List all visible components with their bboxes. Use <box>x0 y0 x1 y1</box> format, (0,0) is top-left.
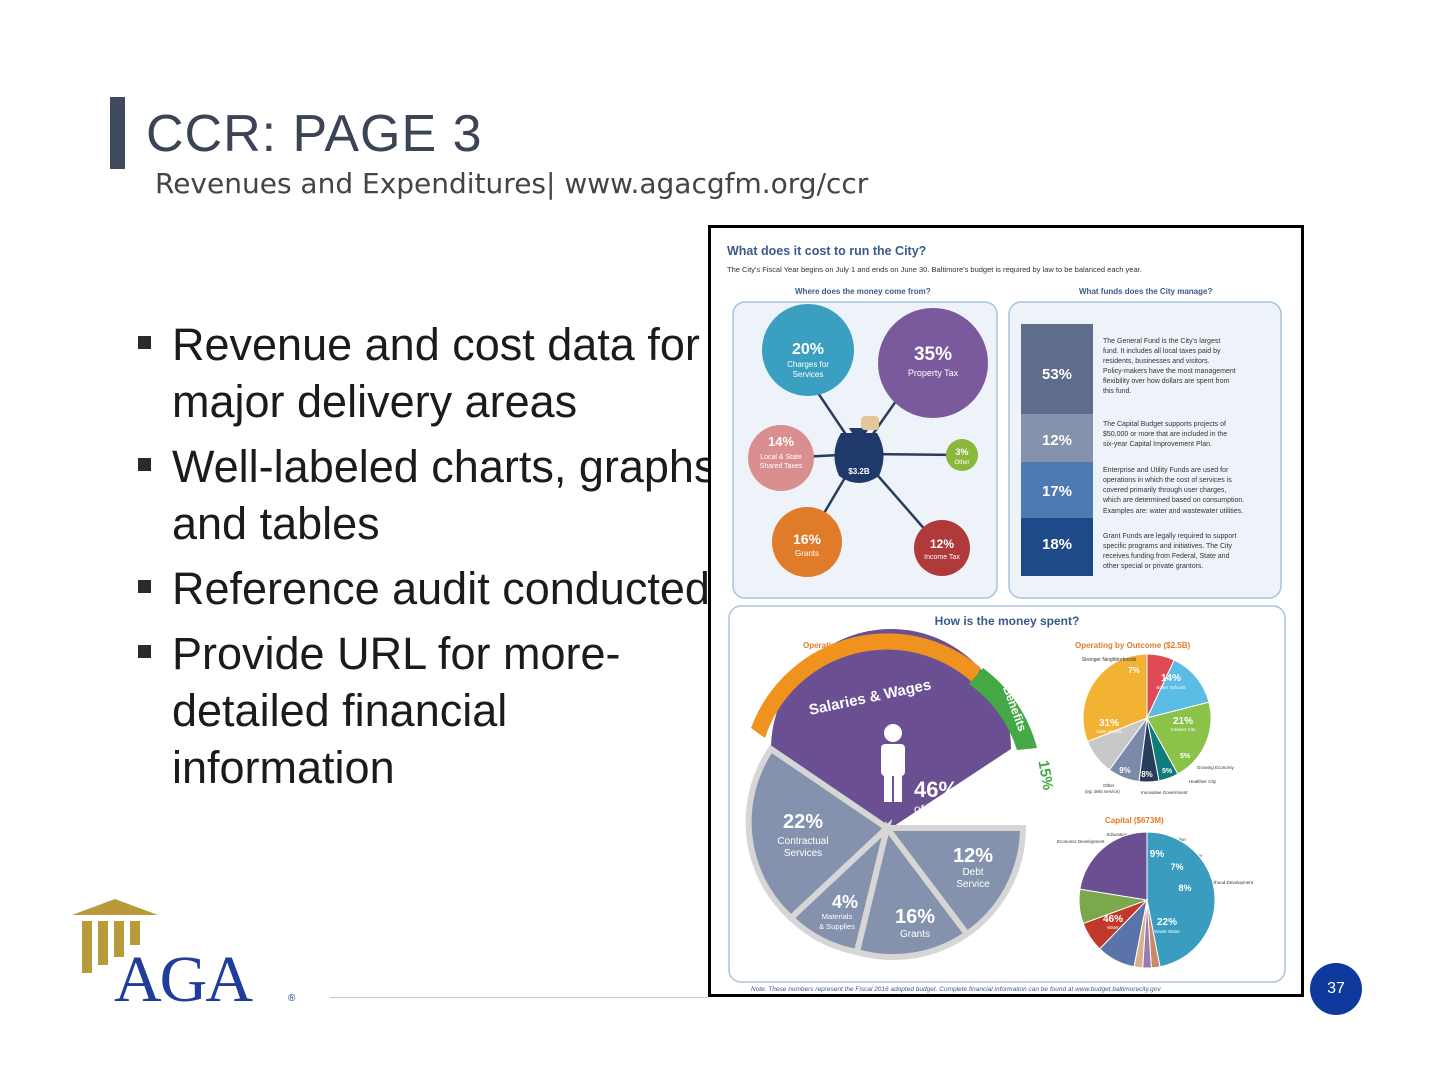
revenue-label: Charges for <box>787 360 829 369</box>
bullet-text: Well-labeled charts, graphs and tables <box>172 441 716 549</box>
outcome-label: Cleaner City <box>1171 727 1197 732</box>
outcome-pct: 5% <box>1162 768 1173 775</box>
expense-pct: 4% <box>832 892 858 912</box>
expense-label: Grants <box>900 929 930 940</box>
outcome-label: Stronger Neighborhoods <box>1082 657 1137 663</box>
outcome-pct: 9% <box>1119 766 1131 775</box>
revenue-label: Other <box>954 460 969 466</box>
outcome-label: Growing Economy <box>1197 765 1235 770</box>
revenue-pct: 14% <box>768 434 794 449</box>
expense-label: & Supplies <box>819 922 855 931</box>
slide-title: CCR: PAGE 3 <box>146 104 483 164</box>
outcome-label: Better Schools <box>1156 685 1186 690</box>
fund-pct: 18% <box>1042 536 1072 553</box>
fund-pct: 12% <box>1042 432 1072 449</box>
expense-label: Debt <box>962 867 983 878</box>
revenue-pct: 20% <box>792 341 824 358</box>
outcome-pct: 7% <box>1128 666 1140 675</box>
capital-pct: 46% <box>1103 914 1123 925</box>
revenue-pct: 12% <box>930 537 954 551</box>
fund-pct: 17% <box>1042 483 1072 500</box>
bullet-text: Reference audit conducted <box>172 563 710 614</box>
bullet-text: Revenue and cost data for major delivery… <box>172 319 700 427</box>
revenue-pct: 16% <box>793 531 822 547</box>
bullet-square-icon <box>138 336 151 349</box>
budget-infographic: What does it cost to run the City? The C… <box>708 225 1304 997</box>
infographic-svg: What does it cost to run the City? The C… <box>711 228 1301 994</box>
logo-registered-mark: ® <box>288 993 296 1004</box>
revenue-label: Shared Taxes <box>760 463 803 470</box>
revenue-label: Income Tax <box>924 554 960 561</box>
page-number-badge: 37 <box>1310 963 1362 1015</box>
aga-logo: AGA ® <box>70 897 310 1007</box>
infographic-title: What does it cost to run the City? <box>727 244 926 258</box>
revenue-other: 3% Other <box>946 439 978 471</box>
revenue-income-tax: 12% Income Tax <box>914 520 970 576</box>
capital-pct: 7% <box>1170 862 1183 872</box>
revenue-grants: 16% Grants <box>772 507 842 577</box>
expense-pct: 16% <box>895 906 935 928</box>
capital-heading: Capital ($673M) <box>1105 816 1164 825</box>
capital-pct: 8% <box>1178 883 1191 893</box>
funds-heading: What funds does the City manage? <box>1079 287 1212 296</box>
outcome-pct: 21% <box>1173 716 1193 727</box>
revenue-label: Services <box>793 370 824 379</box>
bullet-square-icon <box>138 580 151 593</box>
expense-pct: 12% <box>953 845 993 867</box>
revenue-label: Local & State <box>760 454 802 461</box>
outcome-pct: 5% <box>1180 753 1191 760</box>
revenue-label: Property Tax <box>908 368 959 378</box>
capital-pct: 9% <box>1150 849 1165 860</box>
bullet-item: Well-labeled charts, graphs and tables <box>138 438 738 552</box>
capital-pie-chart <box>1079 832 1215 968</box>
fund-description: The Capital Budget supports projects of … <box>1103 421 1229 448</box>
capital-label: Waste Water <box>1154 929 1180 934</box>
revenue-pct: 3% <box>955 447 968 457</box>
revenue-local-state-taxes: 14% Local & State Shared Taxes <box>748 425 814 491</box>
revenue-heading: Where does the money come from? <box>795 287 931 296</box>
outcome-label: Other <box>1103 783 1115 788</box>
expense-label: Service <box>956 879 990 890</box>
bullet-list: Revenue and cost data for major delivery… <box>138 316 738 804</box>
bullet-item: Provide URL for more-detailed financial … <box>138 625 738 796</box>
budget-pct: 46% <box>914 777 958 802</box>
revenue-total: $3.2B <box>848 467 870 476</box>
outcome-label: Safer Streets <box>1096 729 1123 734</box>
bullet-item: Reference audit conducted <box>138 560 738 617</box>
title-accent-bar <box>110 97 125 169</box>
revenue-label: Grants <box>795 549 819 558</box>
outcome-pct: 14% <box>1161 673 1181 684</box>
fund-pct: 53% <box>1042 366 1072 383</box>
expense-label: Contractual <box>777 836 828 847</box>
expense-pct: 22% <box>783 811 823 833</box>
expense-label: Materials <box>822 912 853 921</box>
outcome-label: Healthier City <box>1189 779 1217 784</box>
outcome-label: (eg: debt service) <box>1085 789 1120 794</box>
capital-pct: 22% <box>1157 917 1177 928</box>
capital-label: Water <box>1107 925 1119 930</box>
infographic-note: Note: These numbers represent the Fiscal… <box>751 986 1161 993</box>
revenue-property-tax: 35% Property Tax <box>878 308 988 418</box>
outcome-label: Innovative Government <box>1141 790 1188 795</box>
revenue-charges-for-services: 20% Charges for Services <box>762 304 854 396</box>
bullet-square-icon <box>138 458 151 471</box>
fund-enterprise: 17% Enterprise and Utility Funds are use… <box>1021 462 1246 518</box>
aga-logo-icon: AGA ® <box>70 897 310 1007</box>
capital-label: Economic Development <box>1057 839 1105 844</box>
logo-text: AGA <box>114 943 253 1007</box>
bullet-square-icon <box>138 645 151 658</box>
outcome-heading: Operating by Outcome ($2.5B) <box>1075 641 1190 650</box>
slide-subtitle: Revenues and Expenditures| www.agacgfm.o… <box>155 167 868 200</box>
budget-label: of budget <box>914 802 965 816</box>
bullet-item: Revenue and cost data for major delivery… <box>138 316 738 430</box>
footer-divider <box>330 997 708 998</box>
bullet-text: Provide URL for more-detailed financial … <box>172 628 620 793</box>
outcome-pct: 31% <box>1099 718 1119 729</box>
revenue-pct: 35% <box>914 344 952 365</box>
spending-heading: How is the money spent? <box>935 614 1080 628</box>
infographic-intro: The City's Fiscal Year begins on July 1 … <box>727 265 1142 274</box>
expense-label: Services <box>784 848 822 859</box>
outcome-pct: 8% <box>1141 770 1153 779</box>
